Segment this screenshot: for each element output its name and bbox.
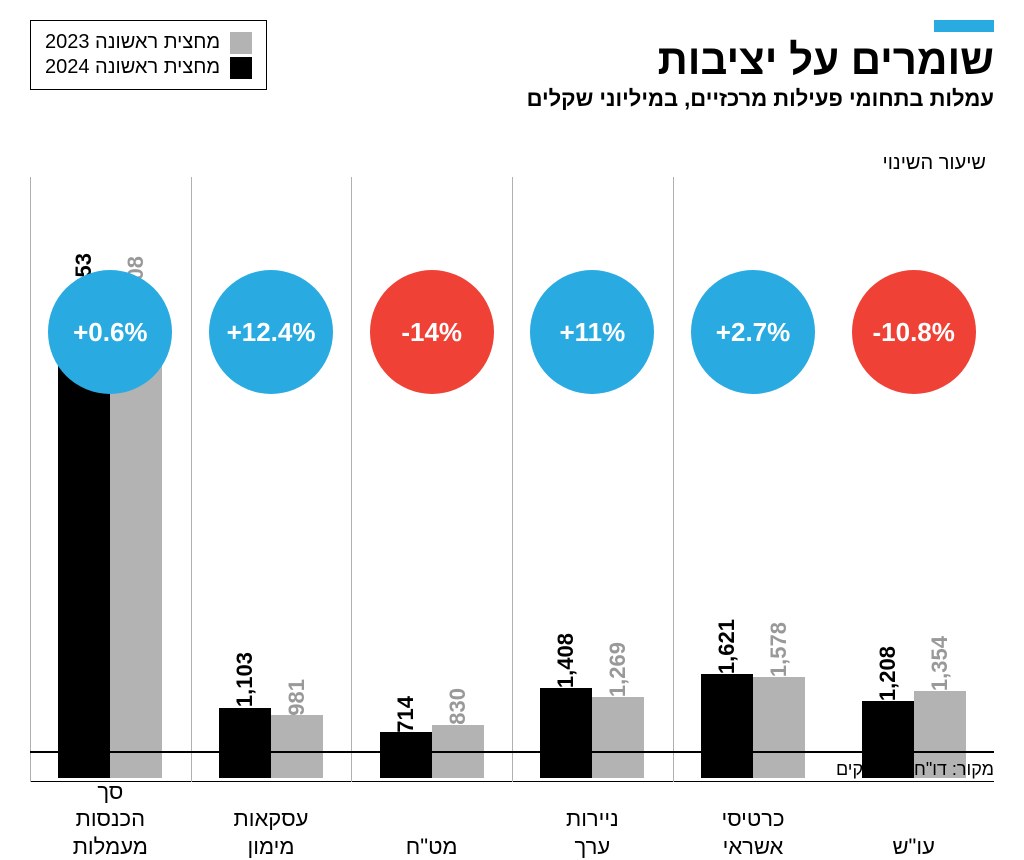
accent-bar	[934, 20, 994, 32]
category-label: סךהכנסותמעמלות	[30, 778, 191, 860]
change-circle: +2.7%	[691, 270, 815, 394]
change-rate-label: שיעור השינוי	[883, 152, 987, 175]
legend-label-2023: מחצית ראשונה 2023	[45, 31, 220, 54]
legend-swatch-2023	[230, 32, 252, 54]
change-circle: -14%	[370, 270, 494, 394]
column-2: -14%830714מט"ח	[351, 152, 512, 782]
legend: מחצית ראשונה 2023 מחצית ראשונה 2024	[30, 20, 267, 90]
bar-value-2023: 830	[445, 682, 471, 725]
bar-value-2024: 1,621	[714, 613, 740, 674]
bar-value-2023: 1,269	[605, 636, 631, 697]
column-4: +2.7%1,5781,621כרטיסיאשראי	[673, 152, 834, 782]
bar-value-2023: 1,354	[927, 630, 953, 691]
source-footer: מקור: דו"חות הבנקים	[30, 751, 994, 780]
column-3: +11%1,2691,408ניירותערך	[512, 152, 673, 782]
bar-value-2024: 714	[393, 690, 419, 733]
column-1: +12.4%9811,103עסקאותמימון	[191, 152, 352, 782]
category-label: ניירותערך	[512, 805, 673, 860]
change-circle: +0.6%	[48, 270, 172, 394]
bar-value-2023: 981	[284, 673, 310, 716]
category-label: עו"ש	[833, 833, 994, 860]
column-0: +0.6%7,3087,353סךהכנסותמעמלות	[30, 152, 191, 782]
change-circle: -10.8%	[852, 270, 976, 394]
category-label: עסקאותמימון	[191, 805, 352, 860]
category-label: כרטיסיאשראי	[673, 805, 834, 860]
bar-value-2024: 1,408	[553, 627, 579, 688]
bar-value-2023: 1,578	[766, 616, 792, 677]
legend-swatch-2024	[230, 57, 252, 79]
legend-item-2024: מחצית ראשונה 2024	[45, 56, 252, 79]
column-5: שיעור השינוי-10.8%1,3541,208עו"ש	[833, 152, 994, 782]
legend-item-2023: מחצית ראשונה 2023	[45, 31, 252, 54]
change-circle: +11%	[530, 270, 654, 394]
legend-label-2024: מחצית ראשונה 2024	[45, 56, 220, 79]
change-circle: +12.4%	[209, 270, 333, 394]
category-label: מט"ח	[351, 833, 512, 860]
bar-value-2024: 1,208	[875, 640, 901, 701]
bar-value-2024: 1,103	[232, 646, 258, 707]
chart-area: +0.6%7,3087,353סךהכנסותמעמלות+12.4% 981 1,…	[30, 152, 994, 782]
